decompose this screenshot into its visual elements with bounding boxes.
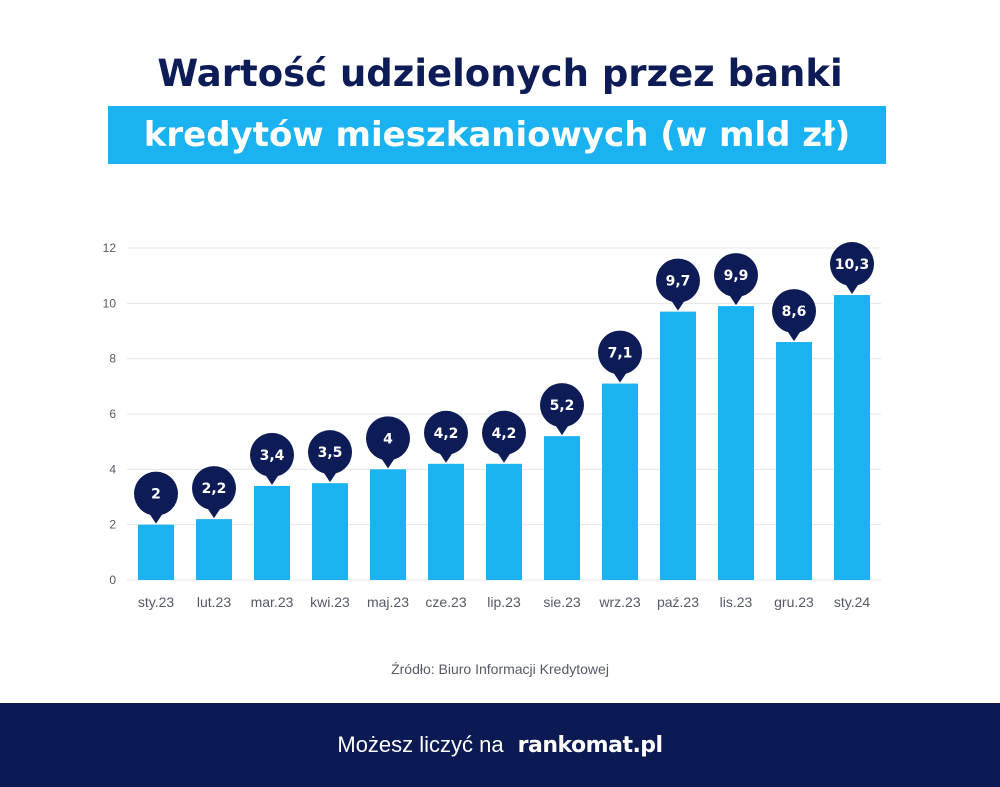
title-band	[108, 106, 886, 164]
data-label: 10,3	[835, 257, 870, 273]
y-tick-label: 8	[109, 352, 116, 366]
data-label: 9,9	[724, 268, 749, 284]
bar	[254, 485, 290, 580]
bar	[544, 436, 580, 580]
bar	[718, 306, 754, 580]
bar	[776, 342, 812, 580]
bar	[602, 383, 638, 580]
x-tick-label: kwi.23	[310, 594, 350, 610]
x-tick-label: sty.23	[138, 594, 175, 610]
data-label: 3,5	[318, 445, 343, 461]
data-label: 9,7	[666, 274, 691, 290]
title-line1: Wartość udzielonych przez banki	[157, 52, 843, 95]
x-tick-label: lut.23	[197, 594, 231, 610]
bar	[312, 483, 348, 580]
x-tick-label: maj.23	[367, 594, 409, 610]
data-label: 4	[383, 431, 393, 447]
footer: Możesz liczyć na rankomat.pl	[0, 703, 1000, 787]
value-bubble	[714, 253, 758, 298]
bar	[486, 463, 522, 580]
value-bubble	[424, 410, 468, 455]
value-bubble	[192, 466, 236, 511]
y-tick-label: 6	[109, 407, 116, 421]
data-label: 5,2	[550, 398, 575, 414]
x-tick-label: sie.23	[543, 594, 581, 610]
x-tick-label: lip.23	[487, 594, 521, 610]
y-tick-label: 0	[109, 573, 116, 587]
x-tick-label: cze.23	[425, 594, 466, 610]
value-bubble	[598, 330, 642, 375]
value-bubble	[482, 410, 526, 455]
data-label: 4,2	[492, 426, 517, 442]
data-label: 4,2	[434, 426, 459, 442]
title-line2: kredytów mieszkaniowych (w mld zł)	[143, 115, 851, 155]
bar	[428, 463, 464, 580]
bar	[370, 469, 406, 580]
value-bubble	[830, 242, 874, 287]
bar-chart: 0 2 4 6 8 10 12 2 sty.23 2,2 lut.23 3,4 mar.23 3,5 kwi…	[103, 241, 881, 610]
bar	[138, 524, 174, 580]
value-bubble	[250, 432, 294, 477]
data-label: 3,4	[260, 448, 285, 464]
rankomat-logo[interactable]: rankomat.pl	[517, 732, 663, 758]
bar	[834, 295, 870, 580]
y-tick-label: 12	[103, 241, 117, 255]
x-tick-label: wrz.23	[598, 594, 640, 610]
value-bubble	[540, 383, 584, 428]
source-note: Źródło: Biuro Informacji Kredytowej	[391, 661, 609, 677]
y-tick-label: 4	[109, 462, 116, 476]
x-tick-label: sty.24	[834, 594, 871, 610]
value-bubble	[308, 430, 352, 475]
value-bubble	[656, 258, 700, 303]
y-tick-label: 2	[109, 518, 116, 532]
footer-tagline: Możesz liczyć na	[337, 732, 504, 757]
y-tick-label: 10	[103, 296, 117, 310]
data-label: 2	[151, 487, 161, 503]
value-bubble	[772, 289, 816, 334]
bar	[196, 519, 232, 580]
value-bubble	[134, 471, 178, 516]
x-tick-label: lis.23	[720, 594, 753, 610]
x-tick-label: mar.23	[251, 594, 294, 610]
data-label: 2,2	[202, 481, 227, 497]
x-tick-label: gru.23	[774, 594, 814, 610]
data-label: 8,6	[782, 304, 807, 320]
data-label: 7,1	[608, 346, 633, 362]
bar	[660, 311, 696, 580]
value-bubble	[366, 416, 410, 461]
x-tick-label: paź.23	[657, 594, 699, 610]
